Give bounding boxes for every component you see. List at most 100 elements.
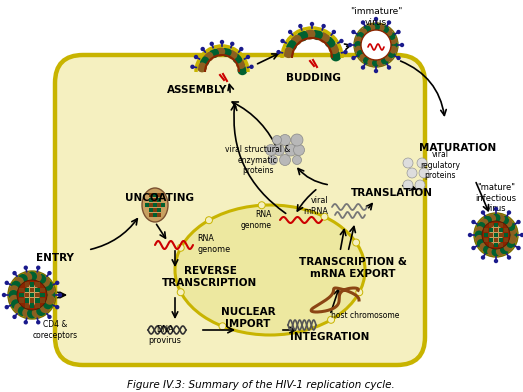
Circle shape [206, 217, 212, 224]
Circle shape [209, 48, 219, 58]
Circle shape [385, 28, 393, 36]
Circle shape [390, 45, 397, 54]
Bar [35, 287, 40, 292]
Circle shape [477, 239, 486, 248]
Circle shape [356, 32, 365, 40]
Circle shape [273, 144, 285, 156]
Circle shape [374, 69, 378, 73]
Circle shape [18, 306, 28, 316]
Circle shape [5, 281, 9, 285]
Circle shape [354, 41, 362, 49]
Text: Figure IV.3: Summary of the HIV-1 replication cycle.: Figure IV.3: Summary of the HIV-1 replic… [127, 380, 395, 390]
Circle shape [322, 24, 326, 28]
Circle shape [516, 246, 521, 250]
Circle shape [17, 280, 47, 310]
Circle shape [258, 202, 265, 209]
Bar [25, 282, 29, 287]
Circle shape [272, 136, 281, 145]
Circle shape [55, 281, 60, 285]
Circle shape [361, 30, 391, 60]
Bar [35, 298, 40, 303]
Circle shape [5, 305, 9, 309]
Circle shape [396, 30, 401, 34]
Circle shape [359, 54, 367, 62]
Circle shape [203, 51, 213, 62]
Circle shape [236, 59, 246, 69]
Circle shape [506, 239, 515, 248]
Text: NUCLEAR
IMPORT: NUCLEAR IMPORT [221, 307, 275, 329]
Bar [484, 233, 488, 237]
Circle shape [36, 320, 40, 325]
Circle shape [492, 247, 501, 256]
Circle shape [9, 295, 19, 305]
Circle shape [47, 271, 52, 275]
Circle shape [356, 50, 365, 58]
Circle shape [2, 293, 6, 297]
Circle shape [11, 281, 21, 291]
Bar [25, 287, 29, 292]
Circle shape [507, 255, 511, 260]
Bar [149, 203, 153, 207]
Bar [35, 303, 40, 308]
Circle shape [304, 29, 315, 40]
Bar [504, 238, 508, 242]
Circle shape [388, 50, 395, 58]
Circle shape [494, 207, 498, 211]
Circle shape [219, 323, 226, 330]
Circle shape [351, 56, 356, 60]
Bar [489, 238, 493, 242]
Circle shape [14, 277, 24, 287]
Circle shape [291, 34, 302, 45]
Circle shape [9, 285, 19, 295]
Circle shape [47, 315, 52, 319]
Bar [489, 243, 493, 247]
Circle shape [8, 271, 56, 319]
Bar [504, 228, 508, 232]
Circle shape [507, 210, 511, 215]
Circle shape [500, 245, 509, 254]
Circle shape [293, 144, 305, 156]
Bar [25, 293, 29, 297]
Bar [153, 208, 157, 212]
Text: MATURATION: MATURATION [419, 143, 497, 153]
Bar [494, 243, 498, 247]
Bar [30, 303, 34, 308]
Bar [30, 293, 34, 297]
Circle shape [474, 213, 518, 257]
Bar [499, 233, 503, 237]
Text: viral
mRNA: viral mRNA [303, 196, 328, 216]
Bar [504, 233, 508, 237]
Circle shape [419, 168, 429, 178]
Bar [499, 228, 503, 232]
Circle shape [24, 265, 28, 270]
Circle shape [24, 320, 28, 325]
Circle shape [403, 158, 413, 168]
Bar [35, 282, 40, 287]
Circle shape [390, 41, 398, 49]
Bar [494, 228, 498, 232]
Circle shape [363, 25, 371, 33]
Circle shape [280, 39, 285, 43]
Circle shape [46, 290, 55, 300]
Circle shape [222, 47, 232, 57]
Circle shape [43, 299, 53, 309]
Circle shape [390, 36, 397, 44]
Bar [149, 208, 153, 212]
Text: DNA
provirus: DNA provirus [149, 325, 181, 345]
Circle shape [387, 20, 391, 25]
Circle shape [481, 255, 485, 260]
Circle shape [280, 156, 290, 165]
Bar [489, 233, 493, 237]
Circle shape [55, 305, 60, 309]
Bar [30, 287, 34, 292]
Circle shape [40, 303, 50, 313]
Circle shape [45, 285, 55, 295]
Circle shape [367, 24, 376, 32]
Circle shape [267, 154, 279, 165]
Bar [157, 198, 161, 202]
Circle shape [36, 306, 46, 316]
Bar [484, 238, 488, 242]
Bar [145, 203, 149, 207]
Circle shape [319, 32, 330, 43]
Circle shape [11, 299, 21, 309]
